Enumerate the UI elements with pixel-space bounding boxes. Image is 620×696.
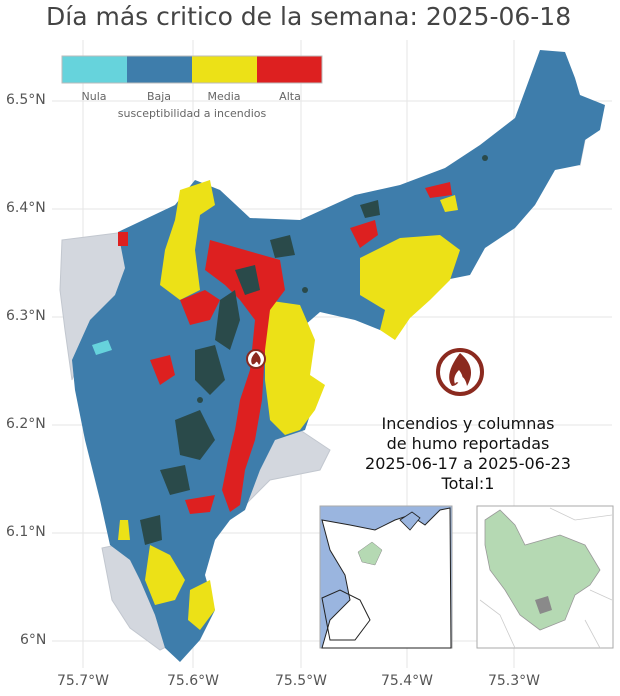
page-title: Día más critico de la semana: 2025-06-18 <box>46 2 572 31</box>
lat-label: 6.3°N <box>6 308 46 324</box>
lat-label: 6.1°N <box>6 524 46 540</box>
fire-info-total: Total:1 <box>441 474 495 493</box>
legend-swatch-media <box>192 56 257 83</box>
lon-label: 75.4°W <box>380 673 434 689</box>
fire-info-date-range: 2025-06-17 a 2025-06-23 <box>365 454 571 473</box>
region-alta <box>118 182 452 514</box>
region-nula <box>92 340 112 355</box>
inset-colombia <box>319 505 453 649</box>
fire-icon <box>436 348 484 396</box>
inset-antioquia <box>476 505 614 649</box>
lat-label: 6.5°N <box>6 92 46 108</box>
legend-swatch-nula <box>62 56 127 83</box>
fire-info-line2: de humo reportadas <box>386 434 550 453</box>
lat-label: 6.2°N <box>6 416 46 432</box>
lon-label: 75.3°W <box>487 673 541 689</box>
legend-title: susceptibilidad a incendios <box>117 107 267 120</box>
region-media <box>118 180 460 630</box>
fire-marker[interactable] <box>246 349 266 369</box>
legend-swatch-baja <box>127 56 192 83</box>
legend-label-baja: Baja <box>146 90 172 103</box>
lon-label: 75.5°W <box>274 673 328 689</box>
legend-bar <box>61 55 323 84</box>
lon-label: 75.7°W <box>56 673 110 689</box>
legend-swatch-alta <box>257 56 322 83</box>
legend-label-nula: Nula <box>81 90 107 103</box>
fire-info: Incendios y columnas de humo reportadas … <box>340 414 596 494</box>
legend-label-alta: Alta <box>279 90 301 103</box>
lat-label: 6.4°N <box>6 200 46 216</box>
lon-label: 75.6°W <box>166 673 220 689</box>
legend-label-media: Media <box>207 90 241 103</box>
forest-patches <box>140 155 488 545</box>
lat-label: 6°N <box>20 632 47 648</box>
fire-info-line1: Incendios y columnas <box>381 414 555 433</box>
